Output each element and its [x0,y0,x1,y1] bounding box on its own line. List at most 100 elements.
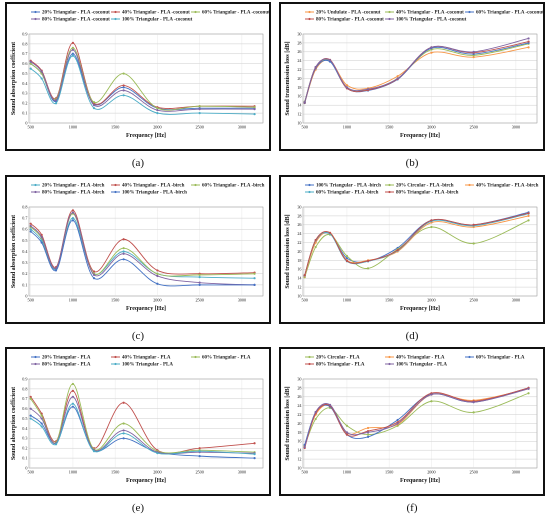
legend-item: 100% Triangular - PLA -coconut [385,18,467,23]
x-tick-label: 1000 [69,470,77,475]
data-point [198,447,201,450]
line-chart: 0 0.1 0.2 0.3 0.4 0.5 0.6 0.7 0.8 0.9 500 1000 1500 2… [11,355,264,484]
data-point [253,442,256,445]
data-point [122,247,125,250]
data-point [314,417,317,421]
legend-item: 40% Triangular - PLA -birch [465,184,539,189]
legend-item: 40% Triangular - PLA -birch [111,184,185,189]
x-tick-label: 2500 [195,298,203,303]
legend-label: 80% Triangular - PLA -birch [42,191,105,196]
x-axis-label: Frequency [Hz] [126,478,166,484]
x-tick-label: 2000 [153,298,161,303]
y-tick-label: 14 [297,103,302,108]
data-point [122,252,125,255]
legend-item: 20% Circular - PLA -birch [385,184,454,189]
y-tick-label: 0.7 [22,51,27,56]
y-tick-label: 22 [297,67,301,72]
data-point [122,89,125,92]
data-point [253,283,256,286]
legend-item: 100% Triangular - PLA [111,363,173,368]
data-point [430,400,433,403]
legend-marker [468,183,471,187]
data-point [92,101,96,104]
line-chart: 10 12 14 16 18 20 22 24 26 28 30 500 1000 1500 2000 250… [285,11,543,139]
data-point [527,37,530,40]
data-point [71,382,75,386]
data-point [527,212,530,215]
legend-marker [114,17,117,21]
data-point [527,219,530,222]
data-point [303,273,306,277]
legend-item: 60% Triangular - PLA -coconut [465,11,543,16]
x-tick-label: 2000 [153,470,161,475]
x-tick-label: 2000 [427,125,435,130]
legend-item: 80% Triangular - PLA [31,363,91,368]
legend-marker [194,355,197,359]
legend-label: 40% Triangular - PLA -coconut [122,11,190,16]
legend-label: 20% Undulate - PLA -coconut [316,11,381,16]
y-tick-label: 10 [297,293,301,298]
data-point [198,283,201,286]
data-point [71,402,75,405]
data-point [40,417,43,420]
y-tick-label: 0.1 [22,456,27,461]
legend-item: 100% Triangular - PLA [385,363,447,368]
data-point [345,433,349,436]
data-point [430,219,433,222]
legend-label: 40% Triangular - PLA -coconut [396,11,464,16]
legend-item: 20% Triangular - PLA -birch [31,184,105,189]
data-point [430,225,433,229]
y-tick-label: 0.2 [22,446,27,451]
y-tick-label: 12 [297,112,301,117]
x-tick-label: 1000 [69,125,77,130]
data-point [198,105,201,108]
data-point [472,50,475,53]
data-point [29,67,32,70]
data-point [430,393,433,396]
line-chart: 10 12 14 16 18 20 22 24 26 28 30 500 1000 1500 2000 250… [285,356,538,484]
y-tick-label: 0 [25,293,27,298]
data-point [396,418,399,422]
data-point [29,224,32,228]
legend-item: 40% Triangular - PLA -coconut [111,11,190,16]
x-tick-label: 1000 [343,470,351,475]
data-point [198,108,201,111]
panel-caption: (c) [131,330,145,342]
x-tick-label: 1000 [69,298,77,303]
legend-marker [34,10,37,14]
y-tick-label: 18 [297,85,301,90]
y-tick-label: 0.5 [22,416,27,421]
data-point [366,267,370,270]
data-point [54,443,58,446]
x-tick-label: 500 [302,470,308,475]
data-point [40,425,43,428]
data-point [253,108,256,111]
y-axis-label: Sound transmission loss [dB] [285,214,291,288]
y-tick-label: 26 [297,222,301,227]
x-tick-label: 2000 [153,125,161,130]
data-point [29,60,32,63]
y-tick-label: 28 [297,213,301,218]
x-axis-label: Frequency [Hz] [400,478,440,484]
x-tick-label: 2500 [195,125,203,130]
data-point [54,269,58,272]
legend-item: 100% Triangular - PLA -coconut [111,18,193,23]
data-point [253,272,256,275]
y-tick-label: 10 [297,120,301,125]
data-point [71,211,75,214]
data-point [40,77,43,80]
y-tick-label: 16 [297,267,301,272]
data-point [92,104,96,107]
y-tick-label: 0.6 [22,406,27,411]
panel-caption: (e) [131,502,145,514]
data-point [54,102,58,105]
y-tick-label: 30 [297,31,301,36]
x-tick-label: 500 [28,298,34,303]
legend-label: 40% Triangular - PLA -birch [476,184,539,189]
legend-label: 60% Triangular - PLA [202,356,251,361]
data-point [156,269,159,272]
x-tick-label: 500 [28,470,34,475]
data-point [156,272,159,275]
panel-caption: (d) [405,330,419,342]
y-tick-label: 10 [297,465,301,470]
